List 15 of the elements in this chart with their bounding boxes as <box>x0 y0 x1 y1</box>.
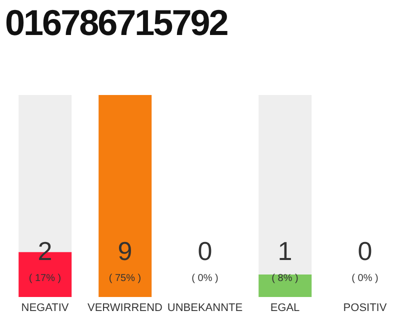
x-tick-label: VERWIRREND <box>88 302 163 314</box>
x-tick-label: POSITIV <box>343 302 388 314</box>
data-label: 9 <box>118 236 132 266</box>
annotation: ( 0% ) <box>192 273 218 284</box>
annotation: ( 0% ) <box>352 273 378 284</box>
data-label: 1 <box>278 236 292 266</box>
data-label: 0 <box>198 236 212 266</box>
x-tick-label: UNBEKANNTE <box>167 302 243 314</box>
annotation: ( 8% ) <box>272 273 298 284</box>
x-tick-label: NEGATIV <box>21 302 70 314</box>
chart-title: 016786715792 <box>5 2 228 44</box>
annotation: ( 17% ) <box>28 273 62 284</box>
annotation: ( 75% ) <box>108 273 142 284</box>
data-label: 0 <box>358 236 372 266</box>
x-tick-label: EGAL <box>270 302 300 314</box>
